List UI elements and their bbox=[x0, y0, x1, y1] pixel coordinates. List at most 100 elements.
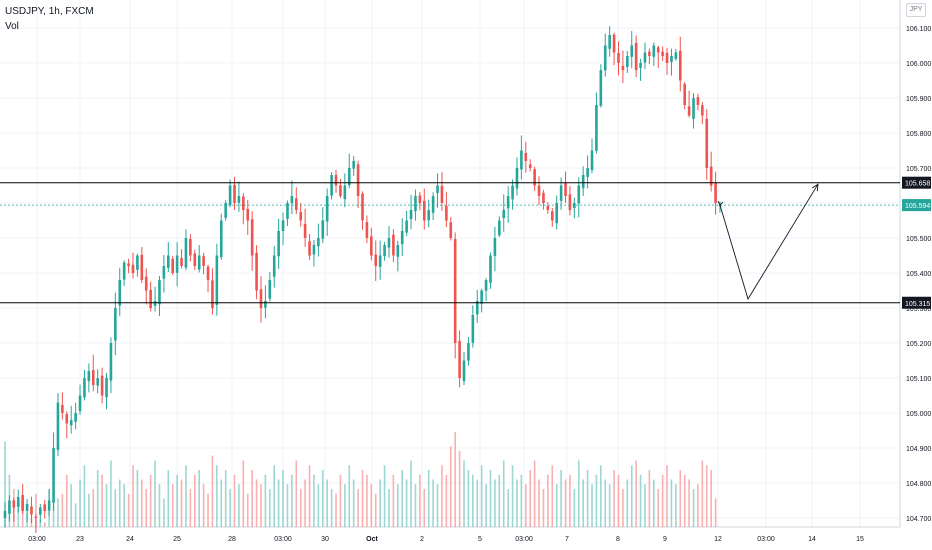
candle-body bbox=[678, 50, 682, 81]
y-tick-label: 104.700 bbox=[906, 516, 931, 523]
candle-body bbox=[197, 255, 201, 270]
candle-body bbox=[202, 256, 205, 266]
candle-body bbox=[630, 45, 634, 57]
candle-body bbox=[462, 360, 466, 382]
projection-start bbox=[717, 200, 724, 206]
candle-body bbox=[378, 255, 382, 267]
candle-body bbox=[705, 118, 709, 168]
candle-body bbox=[542, 192, 545, 203]
volume-bar bbox=[560, 470, 562, 527]
volume-bar bbox=[52, 470, 55, 527]
candle-body bbox=[453, 239, 457, 343]
candle-body bbox=[431, 196, 435, 213]
y-tick-label: 105.800 bbox=[906, 131, 931, 138]
volume-bar bbox=[352, 479, 355, 527]
currency-button[interactable]: JPY bbox=[906, 3, 926, 17]
candle-body bbox=[52, 448, 55, 503]
candle-body bbox=[374, 254, 378, 266]
volume-bar bbox=[595, 474, 598, 527]
volume-bar bbox=[132, 465, 134, 527]
x-tick-label: 23 bbox=[76, 536, 84, 543]
volume-bar bbox=[277, 479, 280, 527]
volume-bar bbox=[233, 474, 236, 527]
volume-bar bbox=[96, 470, 99, 527]
volume-bar bbox=[158, 484, 161, 527]
candle-body bbox=[665, 52, 669, 63]
candle-body bbox=[573, 203, 576, 209]
candle-body bbox=[559, 185, 563, 201]
volume-bar bbox=[317, 484, 320, 527]
x-tick-label: 12 bbox=[714, 536, 722, 543]
volume-bar bbox=[652, 479, 655, 527]
chart-legend: USDJPY, 1h, FXCM Vol bbox=[5, 4, 94, 34]
volume-bar bbox=[255, 479, 258, 527]
candle-body bbox=[69, 420, 73, 426]
candle-body bbox=[56, 402, 60, 450]
y-tick-label: 105.700 bbox=[906, 166, 931, 173]
y-tick-label: 105.900 bbox=[906, 96, 931, 103]
volume-bar bbox=[123, 484, 125, 527]
volume-bar bbox=[118, 479, 121, 527]
candle-body bbox=[458, 340, 461, 378]
candle-body bbox=[8, 500, 11, 514]
candle-body bbox=[515, 168, 519, 189]
candle-body bbox=[100, 375, 104, 396]
volume-bar bbox=[61, 493, 64, 527]
volume-bar bbox=[480, 465, 483, 527]
volume-bar bbox=[17, 508, 20, 527]
x-tick-label: 30 bbox=[321, 536, 329, 543]
candle-body bbox=[189, 239, 192, 256]
volume-bar bbox=[171, 484, 174, 527]
candle-body bbox=[206, 266, 210, 280]
volume-bar bbox=[692, 489, 695, 527]
volume-bar bbox=[608, 484, 611, 527]
volume-bar bbox=[79, 479, 81, 527]
volume-bar bbox=[176, 474, 178, 527]
volume-bar bbox=[582, 479, 584, 527]
volume-bar bbox=[70, 484, 73, 527]
candle-body bbox=[422, 200, 426, 221]
support-price-tag bbox=[902, 296, 931, 309]
projection-arrowhead bbox=[811, 183, 819, 192]
current-price-tag bbox=[902, 199, 931, 212]
candle-body bbox=[392, 234, 395, 256]
candle-body bbox=[520, 150, 523, 170]
volume-bar bbox=[335, 493, 337, 527]
candle-body bbox=[167, 255, 170, 268]
volume-bar bbox=[357, 489, 359, 527]
resistance-price-text: 105.658 bbox=[905, 181, 930, 188]
volume-bar bbox=[286, 484, 289, 527]
volume-bar bbox=[180, 479, 183, 527]
volume-bar bbox=[511, 465, 514, 527]
y-tick-label: 105.100 bbox=[906, 376, 931, 383]
volume-bar bbox=[374, 493, 377, 527]
volume-bar bbox=[330, 489, 333, 527]
candle-body bbox=[78, 395, 82, 412]
candle-body bbox=[61, 404, 64, 413]
candle-body bbox=[303, 223, 307, 238]
candle-body bbox=[339, 185, 342, 196]
volume-bar bbox=[555, 484, 558, 527]
volume-bar bbox=[635, 460, 637, 527]
volume-bar bbox=[308, 465, 311, 527]
volume-bar bbox=[163, 498, 165, 527]
candle-body bbox=[347, 168, 351, 186]
candle-body bbox=[687, 106, 691, 116]
candle-body bbox=[158, 280, 161, 305]
projection-path bbox=[719, 183, 819, 301]
candle-body bbox=[184, 238, 188, 268]
candle-body bbox=[193, 253, 197, 266]
candle-body bbox=[409, 210, 413, 220]
candle-body bbox=[34, 516, 38, 518]
candle-body bbox=[215, 255, 219, 305]
candle-body bbox=[30, 506, 33, 515]
volume-bar bbox=[198, 470, 200, 527]
volume-bar bbox=[661, 474, 664, 527]
y-tick-label: 106.100 bbox=[906, 26, 931, 33]
volume-bar bbox=[127, 493, 130, 527]
volume-bar bbox=[427, 470, 430, 527]
volume-bar bbox=[291, 474, 293, 527]
candle-body bbox=[590, 150, 594, 171]
volume-bar bbox=[105, 484, 108, 527]
